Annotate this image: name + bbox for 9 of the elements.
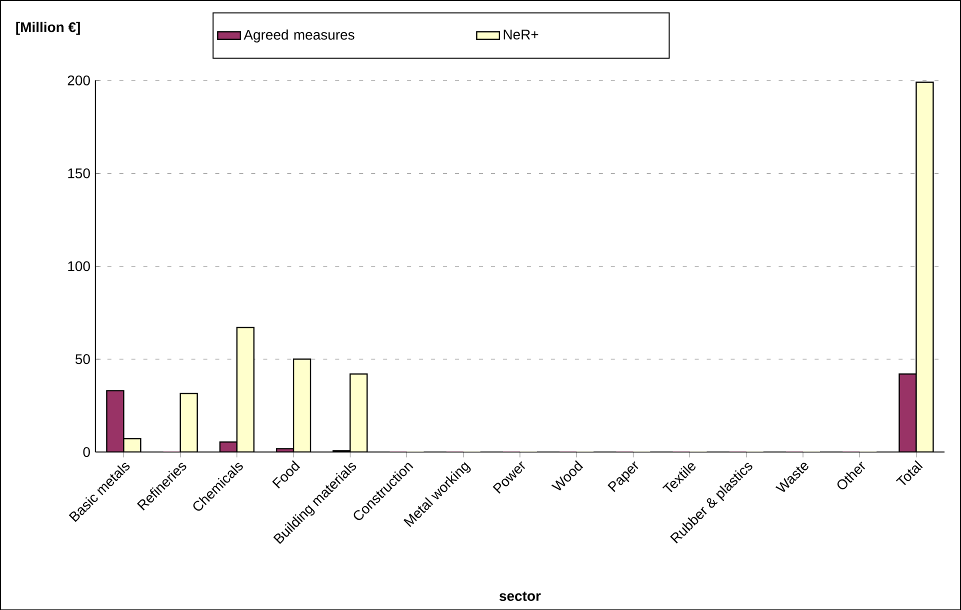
y-tick-label: 150 (68, 168, 90, 178)
legend-label: NeR+ (504, 30, 538, 40)
legend-label: Agreed measures (244, 29, 354, 42)
y-axis-title: [Million €] (16, 22, 80, 35)
y-tick-label: 50 (75, 354, 90, 364)
y-tick-label: 200 (68, 75, 90, 86)
y-tick-label: 100 (68, 261, 90, 272)
y-tick-label: 0 (83, 446, 90, 457)
x-axis-title: sector (499, 592, 541, 601)
